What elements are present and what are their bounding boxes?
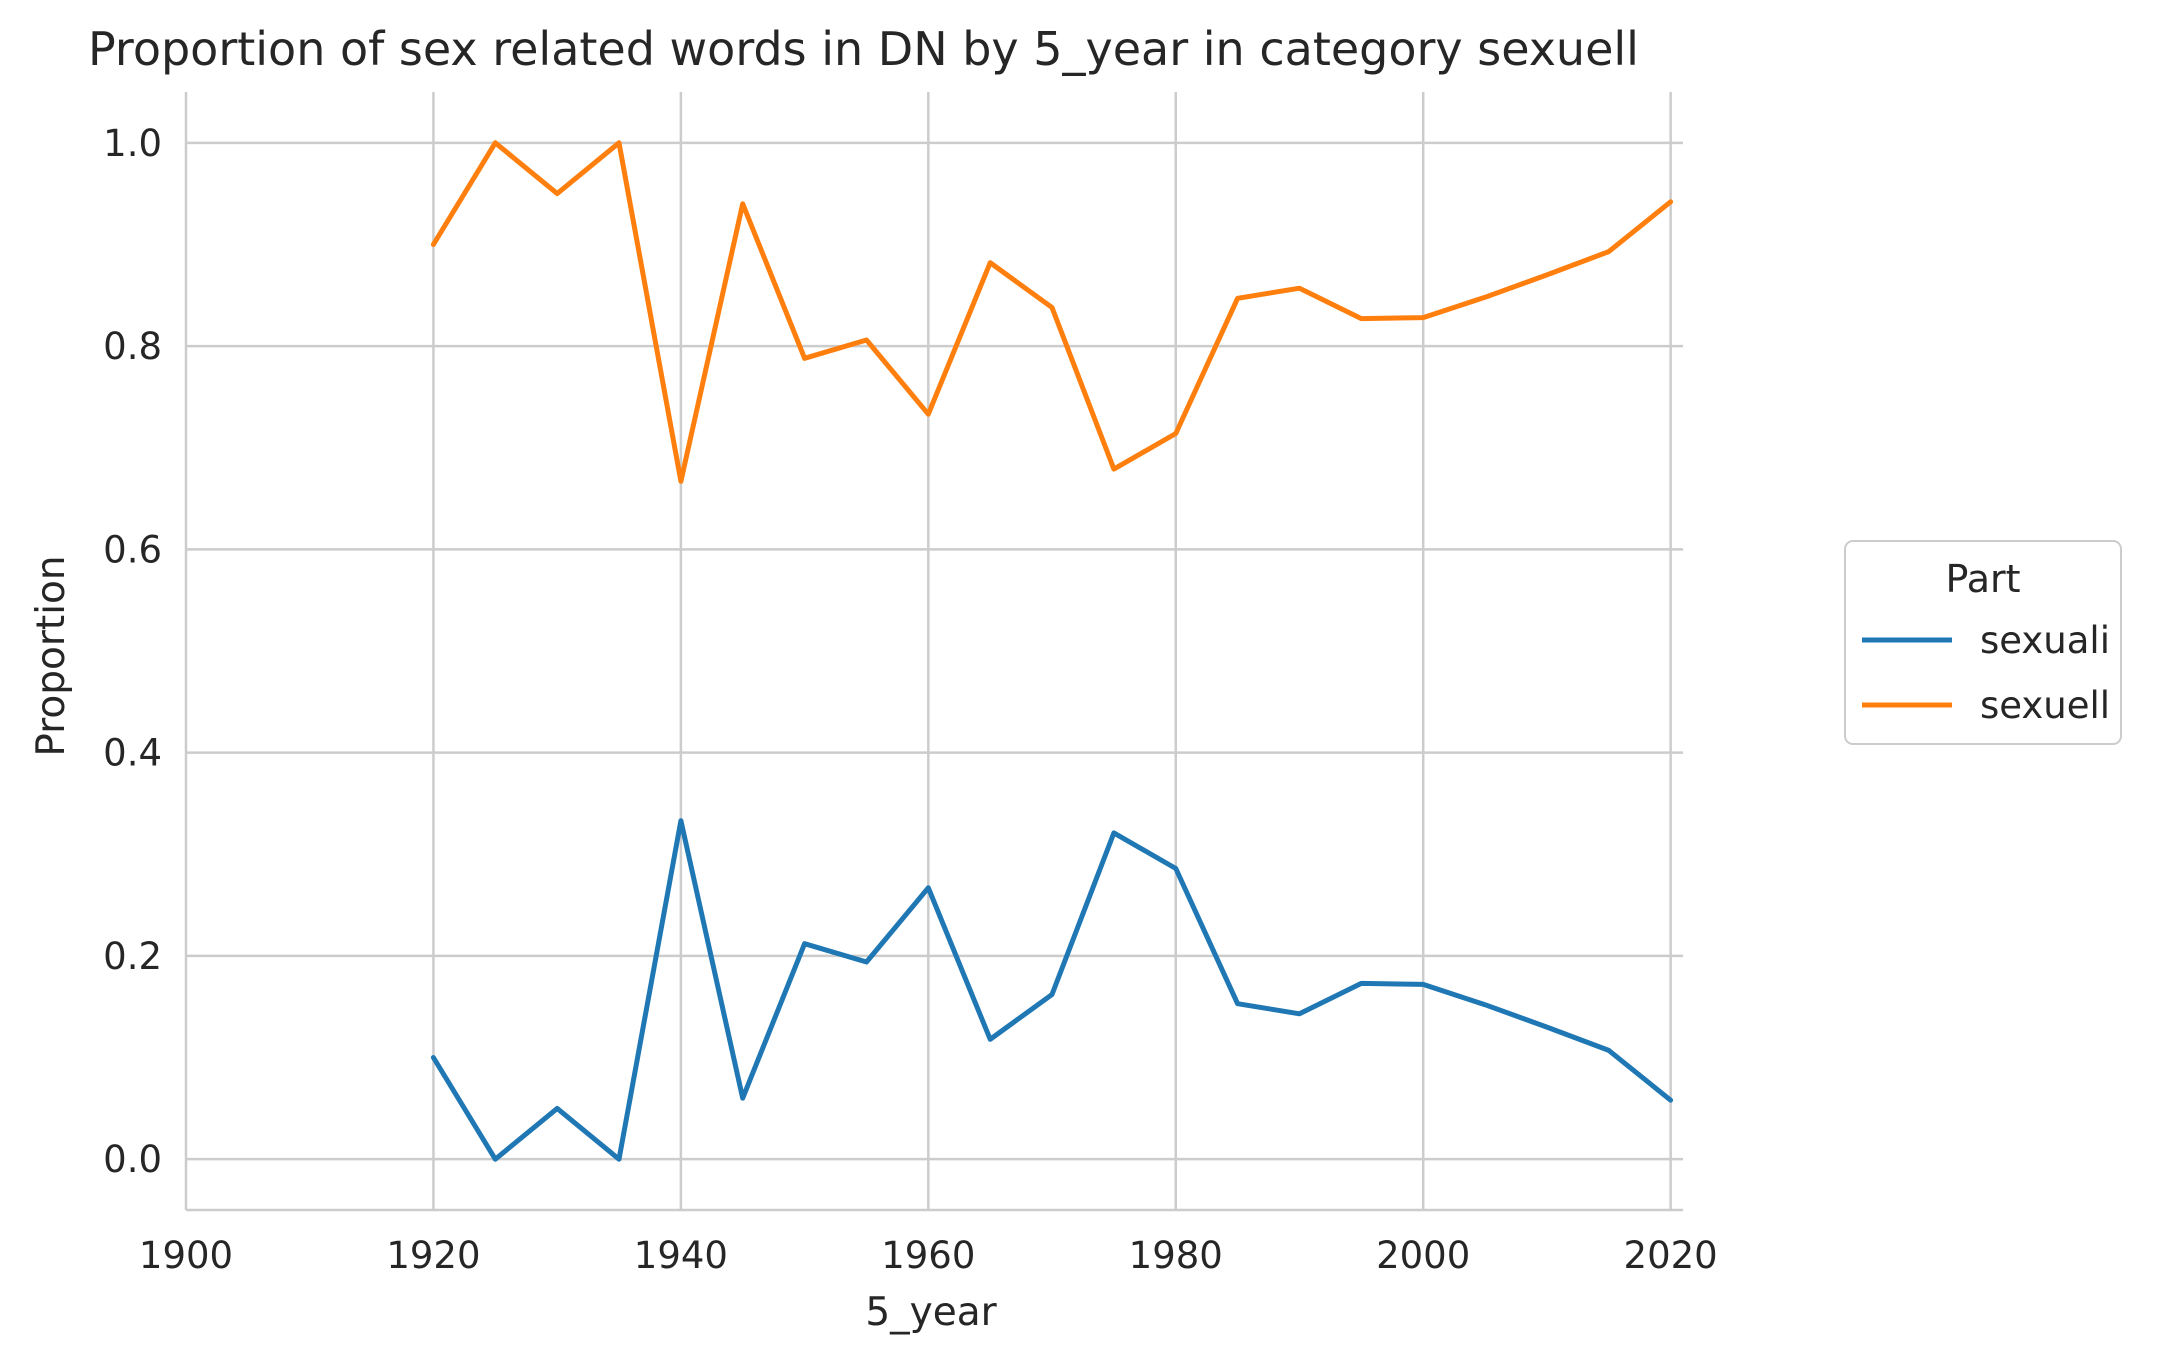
legend-box [1844, 540, 2122, 745]
legend: Part sexuali sexuell [1844, 540, 2122, 745]
y-tick-labels: 0.0 0.2 0.4 0.6 0.8 1.0 [103, 122, 162, 1181]
x-tick-label-1900: 1900 [139, 1234, 233, 1277]
x-tick-label-1920: 1920 [386, 1234, 480, 1277]
x-tick-label-1940: 1940 [634, 1234, 728, 1277]
legend-label-sexuali: sexuali [1980, 619, 2110, 662]
y-tick-label-0.2: 0.2 [103, 935, 162, 978]
gridlines [186, 92, 1683, 1210]
y-tick-label-1.0: 1.0 [103, 122, 162, 165]
x-tick-label-1980: 1980 [1129, 1234, 1223, 1277]
y-tick-label-0.8: 0.8 [103, 325, 162, 368]
y-tick-label-0.4: 0.4 [103, 732, 162, 775]
x-tick-labels: 1900 1920 1940 1960 1980 2000 2020 [139, 1234, 1718, 1277]
series-line-sexuell [430, 140, 1674, 484]
y-tick-label-0.6: 0.6 [103, 528, 162, 571]
series-line-sexuali [430, 818, 1674, 1162]
legend-title: Part [1945, 557, 2020, 601]
axes [184, 92, 1683, 1212]
chart-title: Proportion of sex related words in DN by… [88, 22, 1639, 76]
y-tick-label-0.0: 0.0 [103, 1138, 162, 1181]
x-tick-label-2020: 2020 [1624, 1234, 1718, 1277]
x-tick-label-2000: 2000 [1376, 1234, 1470, 1277]
x-axis-label: 5_year [865, 1290, 997, 1335]
x-tick-label-1960: 1960 [881, 1234, 975, 1277]
legend-label-sexuell: sexuell [1980, 684, 2110, 727]
y-axis-label: Proportion [29, 555, 74, 756]
series-lines [430, 140, 1674, 1162]
